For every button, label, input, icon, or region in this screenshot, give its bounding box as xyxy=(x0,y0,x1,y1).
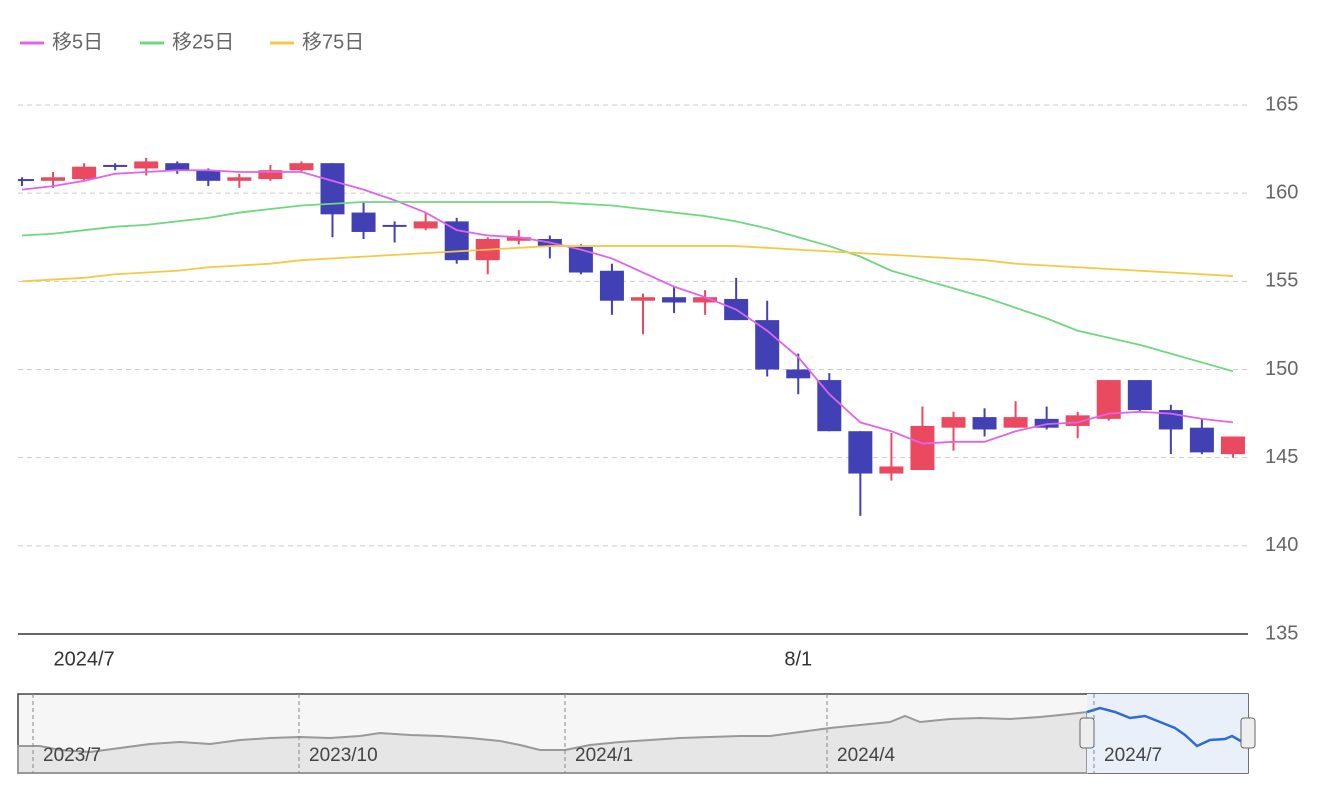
candle-body xyxy=(41,177,66,181)
candle-body xyxy=(972,417,997,430)
candle-body xyxy=(941,417,966,428)
candle-body xyxy=(196,170,221,181)
candle-body xyxy=(786,369,811,379)
zoom-label: 2024/7 xyxy=(1104,745,1162,766)
zoom-label: 2024/1 xyxy=(575,745,633,766)
candle-body xyxy=(444,221,469,261)
candle-body xyxy=(1127,380,1152,411)
y-tick-label: 145 xyxy=(1265,446,1298,468)
zoom-selected-line xyxy=(1086,706,1247,748)
candle-body xyxy=(1189,427,1214,453)
candle-body xyxy=(134,161,159,169)
candle-body xyxy=(755,320,780,370)
data-zoom-slider[interactable]: 2023/7 2023/10 2024/1 2024/4 2024/7 xyxy=(17,693,1256,774)
legend-label: 移5日 xyxy=(52,30,103,53)
candle-body xyxy=(165,163,190,171)
zoom-selection xyxy=(1087,694,1248,773)
candle-body xyxy=(258,170,283,180)
zoom-handle-right[interactable] xyxy=(1240,717,1256,749)
candle-body xyxy=(351,212,376,232)
plot-area xyxy=(18,157,1245,516)
candle-body xyxy=(662,297,687,303)
y-tick-label: 155 xyxy=(1265,270,1298,292)
y-tick-label: 140 xyxy=(1265,534,1298,556)
candle-body xyxy=(413,221,438,229)
x-tick-label: 2024/7 xyxy=(54,648,115,670)
candle-body xyxy=(599,270,624,301)
ma-line xyxy=(21,201,1234,373)
y-tick-label: 160 xyxy=(1265,181,1298,203)
zoom-overview xyxy=(17,710,1088,774)
y-tick-label: 135 xyxy=(1265,622,1298,644)
candle-body xyxy=(382,224,407,227)
candle-body xyxy=(72,166,97,180)
candle-body xyxy=(879,466,904,474)
candle-body xyxy=(910,425,935,471)
zoom-label: 2023/7 xyxy=(43,745,101,766)
ma-line xyxy=(21,245,1234,283)
candle-body xyxy=(103,164,128,167)
x-tick-label: 8/1 xyxy=(784,648,812,670)
candle-body xyxy=(1220,436,1245,455)
candle-body xyxy=(227,177,252,181)
legend-label: 移25日 xyxy=(172,30,234,53)
zoom-handle-left[interactable] xyxy=(1079,717,1095,749)
candle-body xyxy=(320,163,345,215)
candle-body xyxy=(817,380,842,432)
y-tick-label: 150 xyxy=(1265,358,1298,380)
zoom-label: 2023/10 xyxy=(309,745,378,766)
candle-body xyxy=(631,297,655,301)
zoom-label: 2024/4 xyxy=(837,745,896,766)
candle-body xyxy=(506,237,531,241)
candle-body xyxy=(848,431,873,474)
candle-body xyxy=(18,179,34,182)
ma-line xyxy=(21,169,1234,445)
candle-body xyxy=(1003,417,1028,428)
legend-label: 移75日 xyxy=(302,30,364,53)
candle-body xyxy=(693,297,718,303)
candle-body xyxy=(289,163,314,171)
candle-body xyxy=(1065,415,1090,426)
y-tick-label: 165 xyxy=(1265,93,1298,115)
